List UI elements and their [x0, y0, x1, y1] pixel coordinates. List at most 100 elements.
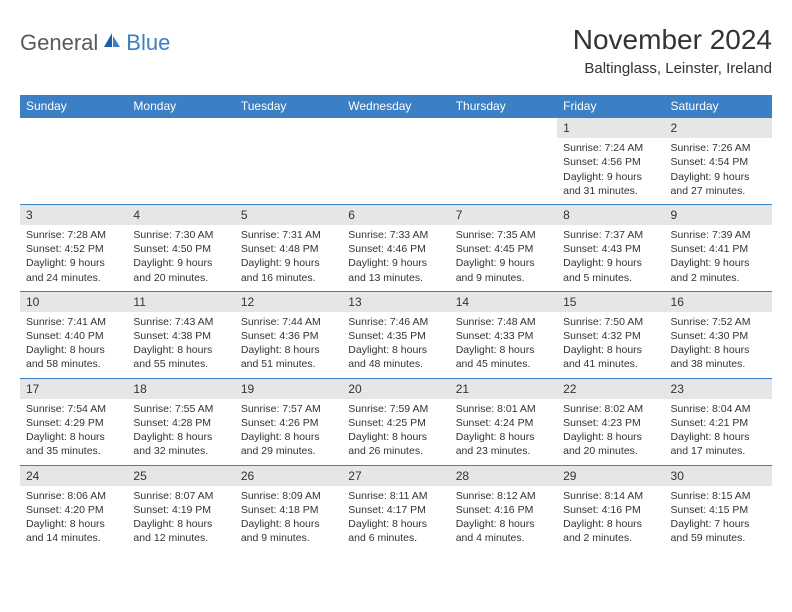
daylight-line: Daylight: 9 hours and 24 minutes.: [26, 256, 121, 284]
sunset-line: Sunset: 4:40 PM: [26, 329, 121, 343]
day-number: 14: [450, 292, 557, 312]
day-number: 29: [557, 466, 664, 486]
daylight-line: Daylight: 8 hours and 32 minutes.: [133, 430, 228, 458]
day-cell: 18 Sunrise: 7:55 AMSunset: 4:28 PMDayligh…: [127, 378, 234, 465]
daylight-line: Daylight: 8 hours and 51 minutes.: [241, 343, 336, 371]
sunrise-line: Sunrise: 7:44 AM: [241, 315, 336, 329]
sunset-line: Sunset: 4:23 PM: [563, 416, 658, 430]
sunset-line: Sunset: 4:19 PM: [133, 503, 228, 517]
day-number: 18: [127, 379, 234, 399]
day-cell: 30Sunrise: 8:15 AMSunset: 4:15 PMDayligh…: [665, 465, 772, 551]
sunset-line: Sunset: 4:30 PM: [671, 329, 766, 343]
sunset-line: Sunset: 4:54 PM: [671, 155, 766, 169]
daylight-line: Daylight: 8 hours and 20 minutes.: [563, 430, 658, 458]
sunrise-line: Sunrise: 7:31 AM: [241, 228, 336, 242]
sunrise-line: Sunrise: 7:37 AM: [563, 228, 658, 242]
sunrise-line: Sunrise: 7:28 AM: [26, 228, 121, 242]
day-cell: 20 Sunrise: 7:59 AMSunset: 4:25 PMDayligh…: [342, 378, 449, 465]
day-number: 16: [665, 292, 772, 312]
day-header-row: Sunday Monday Tuesday Wednesday Thursday…: [20, 95, 772, 118]
day-cell: 26Sunrise: 8:09 AMSunset: 4:18 PMDayligh…: [235, 465, 342, 551]
sunset-line: Sunset: 4:29 PM: [26, 416, 121, 430]
day-cell: 14Sunrise: 7:48 AMSunset: 4:33 PMDayligh…: [450, 291, 557, 378]
sunset-line: Sunset: 4:20 PM: [26, 503, 121, 517]
week-row: 24Sunrise: 8:06 AMSunset: 4:20 PMDayligh…: [20, 465, 772, 551]
daylight-line: Daylight: 7 hours and 59 minutes.: [671, 517, 766, 545]
daylight-line: Daylight: 8 hours and 4 minutes.: [456, 517, 551, 545]
sunrise-line: Sunrise: 7:39 AM: [671, 228, 766, 242]
sunrise-line: Sunrise: 8:09 AM: [241, 489, 336, 503]
day-cell: 8Sunrise: 7:37 AMSunset: 4:43 PMDaylight…: [557, 204, 664, 291]
day-number: 5: [235, 205, 342, 225]
logo-word2: Blue: [126, 30, 170, 56]
title-block: November 2024 Baltinglass, Leinster, Ire…: [573, 24, 772, 77]
sunrise-line: Sunrise: 7:46 AM: [348, 315, 443, 329]
day-cell: [127, 118, 234, 205]
location: Baltinglass, Leinster, Ireland: [573, 60, 772, 77]
day-number: 6: [342, 205, 449, 225]
day-number: 20: [342, 379, 449, 399]
daylight-line: Daylight: 8 hours and 48 minutes.: [348, 343, 443, 371]
day-cell: 27Sunrise: 8:11 AMSunset: 4:17 PMDayligh…: [342, 465, 449, 551]
daylight-line: Daylight: 8 hours and 29 minutes.: [241, 430, 336, 458]
sunset-line: Sunset: 4:25 PM: [348, 416, 443, 430]
day-cell: [450, 118, 557, 205]
sunset-line: Sunset: 4:16 PM: [456, 503, 551, 517]
day-cell: 6Sunrise: 7:33 AMSunset: 4:46 PMDaylight…: [342, 204, 449, 291]
day-number: 9: [665, 205, 772, 225]
sunrise-line: Sunrise: 7:41 AM: [26, 315, 121, 329]
sunrise-line: Sunrise: 8:01 AM: [456, 402, 551, 416]
day-cell: [342, 118, 449, 205]
daylight-line: Daylight: 9 hours and 31 minutes.: [563, 170, 658, 198]
sunset-line: Sunset: 4:15 PM: [671, 503, 766, 517]
sunrise-line: Sunrise: 7:57 AM: [241, 402, 336, 416]
day-number: 7: [450, 205, 557, 225]
daylight-line: Daylight: 8 hours and 45 minutes.: [456, 343, 551, 371]
sunrise-line: Sunrise: 7:50 AM: [563, 315, 658, 329]
daylight-line: Daylight: 8 hours and 6 minutes.: [348, 517, 443, 545]
sunset-line: Sunset: 4:28 PM: [133, 416, 228, 430]
sunrise-line: Sunrise: 7:26 AM: [671, 141, 766, 155]
day-header: Saturday: [665, 95, 772, 118]
calendar-table: Sunday Monday Tuesday Wednesday Thursday…: [20, 95, 772, 551]
day-number: 2: [665, 118, 772, 138]
day-cell: 13Sunrise: 7:46 AMSunset: 4:35 PMDayligh…: [342, 291, 449, 378]
day-number: 12: [235, 292, 342, 312]
day-cell: 2Sunrise: 7:26 AMSunset: 4:54 PMDaylight…: [665, 118, 772, 205]
daylight-line: Daylight: 8 hours and 58 minutes.: [26, 343, 121, 371]
sunset-line: Sunset: 4:48 PM: [241, 242, 336, 256]
header: General Blue November 2024 Baltinglass, …: [20, 24, 772, 77]
sunset-line: Sunset: 4:33 PM: [456, 329, 551, 343]
day-number: 27: [342, 466, 449, 486]
sunrise-line: Sunrise: 7:43 AM: [133, 315, 228, 329]
sunrise-line: Sunrise: 7:55 AM: [133, 402, 228, 416]
day-cell: 24Sunrise: 8:06 AMSunset: 4:20 PMDayligh…: [20, 465, 127, 551]
day-cell: 21Sunrise: 8:01 AMSunset: 4:24 PMDayligh…: [450, 378, 557, 465]
day-cell: 11Sunrise: 7:43 AMSunset: 4:38 PMDayligh…: [127, 291, 234, 378]
sunrise-line: Sunrise: 8:14 AM: [563, 489, 658, 503]
day-cell: 9Sunrise: 7:39 AMSunset: 4:41 PMDaylight…: [665, 204, 772, 291]
sunset-line: Sunset: 4:36 PM: [241, 329, 336, 343]
day-cell: 15Sunrise: 7:50 AMSunset: 4:32 PMDayligh…: [557, 291, 664, 378]
day-number: 15: [557, 292, 664, 312]
day-number: 3: [20, 205, 127, 225]
sunset-line: Sunset: 4:35 PM: [348, 329, 443, 343]
sunrise-line: Sunrise: 8:02 AM: [563, 402, 658, 416]
daylight-line: Daylight: 8 hours and 26 minutes.: [348, 430, 443, 458]
month-title: November 2024: [573, 24, 772, 56]
sunrise-line: Sunrise: 7:35 AM: [456, 228, 551, 242]
logo-word1: General: [20, 30, 98, 56]
week-row: 17Sunrise: 7:54 AMSunset: 4:29 PMDayligh…: [20, 378, 772, 465]
daylight-line: Daylight: 8 hours and 9 minutes.: [241, 517, 336, 545]
day-cell: [20, 118, 127, 205]
day-cell: 12 Sunrise: 7:44 AMSunset: 4:36 PMDayligh…: [235, 291, 342, 378]
day-number: 22: [557, 379, 664, 399]
daylight-line: Daylight: 8 hours and 2 minutes.: [563, 517, 658, 545]
sail-icon: [102, 31, 122, 56]
sunrise-line: Sunrise: 7:33 AM: [348, 228, 443, 242]
sunset-line: Sunset: 4:45 PM: [456, 242, 551, 256]
day-number: 11: [127, 292, 234, 312]
sunset-line: Sunset: 4:38 PM: [133, 329, 228, 343]
day-cell: [235, 118, 342, 205]
sunrise-line: Sunrise: 7:59 AM: [348, 402, 443, 416]
